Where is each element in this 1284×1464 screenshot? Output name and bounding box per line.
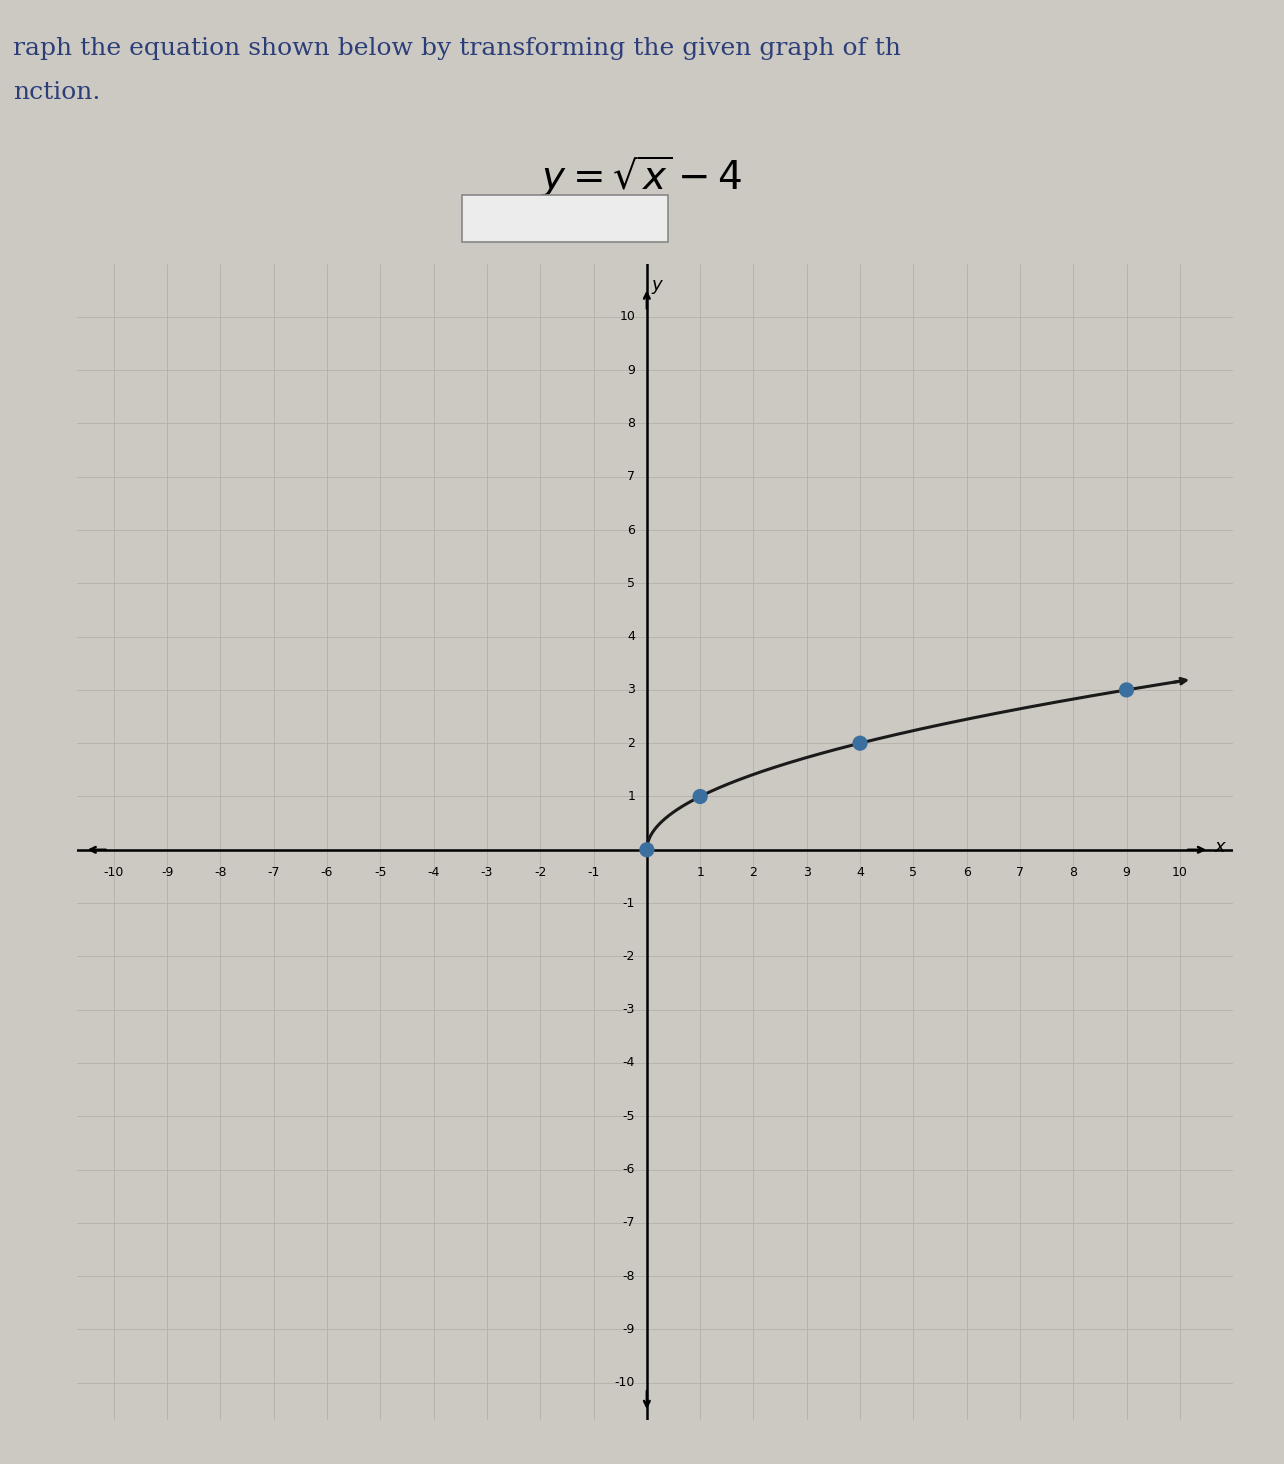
Text: -8: -8 bbox=[214, 865, 227, 878]
Point bbox=[690, 785, 710, 808]
Text: -8: -8 bbox=[623, 1269, 636, 1282]
Text: -6: -6 bbox=[321, 865, 334, 878]
Text: -2: -2 bbox=[623, 950, 636, 963]
Text: 3: 3 bbox=[628, 684, 636, 697]
Text: Start Over: Start Over bbox=[519, 209, 611, 227]
Text: 3: 3 bbox=[802, 865, 810, 878]
Text: -7: -7 bbox=[623, 1217, 636, 1230]
Text: 8: 8 bbox=[627, 417, 636, 430]
Text: 7: 7 bbox=[1016, 865, 1023, 878]
Text: y: y bbox=[651, 275, 661, 294]
Text: 10: 10 bbox=[619, 310, 636, 324]
Text: -10: -10 bbox=[104, 865, 125, 878]
Text: -1: -1 bbox=[587, 865, 600, 878]
Text: -10: -10 bbox=[615, 1376, 636, 1389]
Text: x: x bbox=[1215, 837, 1225, 856]
Text: 5: 5 bbox=[909, 865, 917, 878]
Text: -9: -9 bbox=[160, 865, 173, 878]
Text: 4: 4 bbox=[628, 630, 636, 643]
Point bbox=[1116, 678, 1136, 701]
Text: $y = \sqrt{x} - 4$: $y = \sqrt{x} - 4$ bbox=[542, 154, 742, 201]
Text: raph the equation shown below by transforming the given graph of th: raph the equation shown below by transfo… bbox=[13, 37, 901, 60]
Text: 1: 1 bbox=[696, 865, 704, 878]
Text: -2: -2 bbox=[534, 865, 547, 878]
Text: -3: -3 bbox=[480, 865, 493, 878]
Point bbox=[850, 732, 871, 755]
Text: 8: 8 bbox=[1070, 865, 1077, 878]
Text: -9: -9 bbox=[623, 1323, 636, 1337]
Point bbox=[637, 837, 657, 861]
Text: -4: -4 bbox=[623, 1057, 636, 1070]
Text: 5: 5 bbox=[627, 577, 636, 590]
Text: 6: 6 bbox=[628, 524, 636, 536]
Text: nction.: nction. bbox=[13, 81, 100, 104]
Text: 10: 10 bbox=[1172, 865, 1188, 878]
Text: 4: 4 bbox=[856, 865, 864, 878]
Text: -5: -5 bbox=[623, 1110, 636, 1123]
Text: -7: -7 bbox=[267, 865, 280, 878]
Text: 2: 2 bbox=[750, 865, 758, 878]
Text: -3: -3 bbox=[623, 1003, 636, 1016]
Text: 9: 9 bbox=[1122, 865, 1130, 878]
Text: -6: -6 bbox=[623, 1162, 636, 1176]
Text: 6: 6 bbox=[963, 865, 971, 878]
Text: 1: 1 bbox=[628, 791, 636, 802]
Text: -4: -4 bbox=[428, 865, 440, 878]
Text: -1: -1 bbox=[623, 896, 636, 909]
Text: -5: -5 bbox=[374, 865, 386, 878]
Text: 7: 7 bbox=[627, 470, 636, 483]
Text: 2: 2 bbox=[628, 736, 636, 750]
Text: 9: 9 bbox=[628, 363, 636, 376]
